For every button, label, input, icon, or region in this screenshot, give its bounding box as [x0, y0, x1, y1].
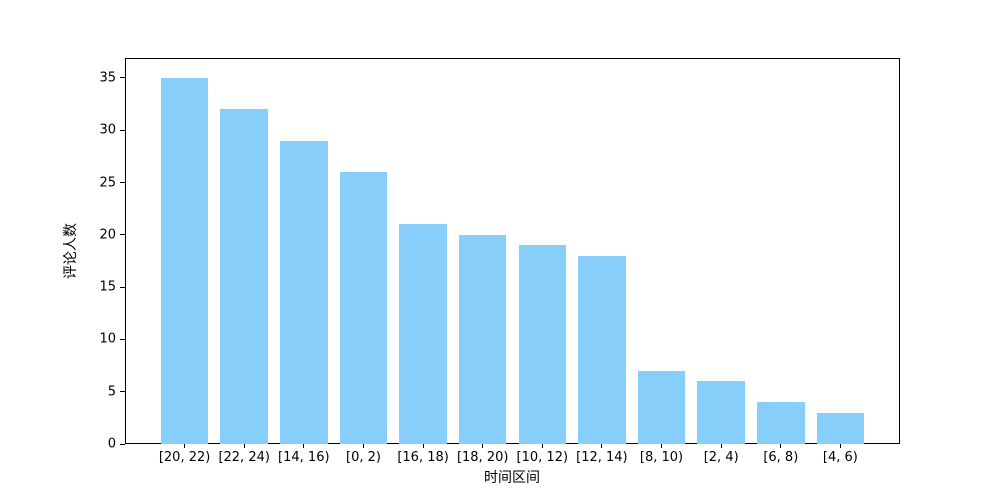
x-tick-mark	[422, 444, 424, 448]
x-tick-mark	[243, 444, 245, 448]
bar	[756, 402, 805, 444]
y-tick-label: 15	[99, 279, 116, 295]
x-tick-mark	[661, 444, 662, 448]
x-tick-label: [12, 14)	[576, 450, 628, 465]
y-tick-mark	[120, 286, 125, 288]
x-tick-mark	[541, 444, 543, 448]
x-tick-mark	[601, 444, 603, 448]
x-tick-mark	[363, 444, 364, 448]
x-tick-label: [18, 20)	[456, 450, 509, 465]
y-tick-label: 10	[99, 331, 116, 347]
bar	[160, 77, 209, 444]
bar	[399, 224, 447, 444]
y-tick-mark	[120, 129, 125, 131]
bar	[578, 255, 626, 444]
x-tick-mark	[482, 444, 484, 448]
y-tick-label: 0	[107, 436, 116, 452]
bar	[518, 245, 567, 444]
y-tick-label: 35	[99, 70, 116, 86]
x-tick-label: [0, 2)	[346, 450, 381, 465]
y-tick-mark	[120, 338, 125, 340]
x-tick-label: [8, 10)	[639, 450, 684, 465]
bar	[280, 140, 328, 444]
y-tick-label: 20	[99, 227, 116, 243]
x-tick-label: [4, 6)	[822, 450, 858, 465]
x-tick-label: [6, 8)	[763, 450, 799, 465]
y-tick-mark	[120, 391, 125, 393]
x-tick-label: [20, 22)	[158, 450, 211, 465]
x-tick-mark	[839, 444, 841, 448]
x-tick-label: [14, 16)	[278, 450, 330, 465]
x-axis-title: 时间区间	[484, 470, 540, 486]
bar	[220, 109, 269, 444]
bar	[458, 234, 507, 444]
x-tick-mark	[184, 444, 186, 448]
bar	[816, 412, 865, 444]
y-tick-mark	[120, 234, 125, 236]
y-tick-label: 5	[107, 384, 116, 400]
x-tick-mark	[780, 444, 782, 448]
y-tick-mark	[120, 182, 125, 183]
x-tick-label: [16, 18)	[397, 450, 449, 465]
bar	[637, 370, 686, 444]
x-tick-mark	[720, 444, 722, 448]
bar	[697, 381, 745, 444]
x-tick-label: [2, 4)	[703, 450, 739, 465]
bar	[339, 172, 388, 444]
x-tick-label: [22, 24)	[218, 450, 270, 465]
x-tick-mark	[303, 444, 305, 448]
y-tick-mark	[120, 77, 125, 79]
y-tick-label: 30	[99, 122, 116, 138]
y-tick-mark	[120, 443, 125, 445]
x-tick-label: [10, 12)	[516, 450, 569, 465]
y-tick-label: 25	[99, 175, 116, 190]
y-axis-title: 评论人数	[63, 223, 79, 279]
